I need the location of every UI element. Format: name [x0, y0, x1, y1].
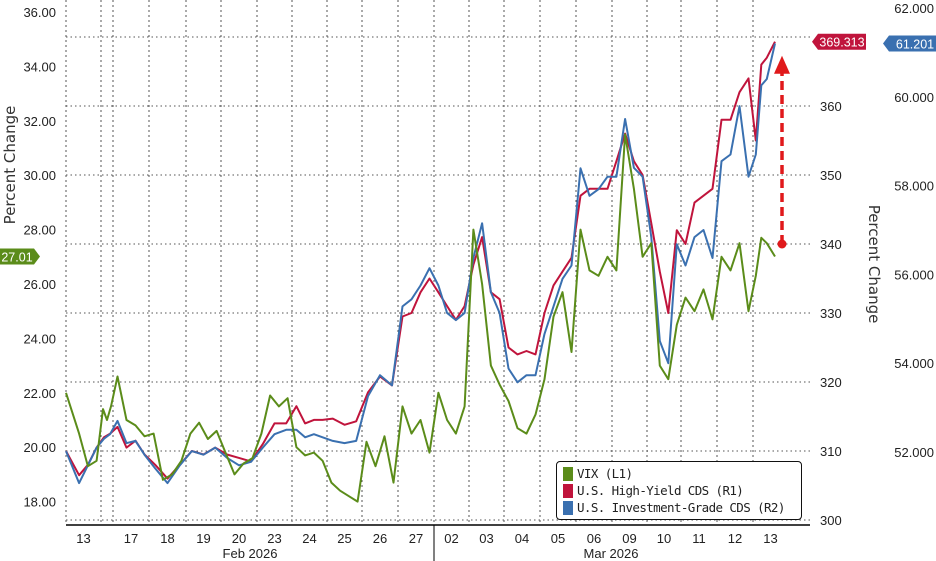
vix-last-value-badge: [0, 248, 40, 265]
x-tick-label: 18: [160, 531, 174, 546]
series-line-investment-grade-cds: [65, 43, 776, 485]
x-tick-label: 19: [196, 531, 210, 546]
y-left-tick-label: 24.00: [23, 331, 56, 346]
ig-last-value-badge-text: 61.201: [896, 37, 934, 51]
x-tick-label: 27: [409, 531, 423, 546]
y-r2-tick-label: 54.000: [894, 356, 934, 371]
x-tick-label: 12: [728, 531, 742, 546]
y-left-tick-label: 18.00: [23, 495, 56, 510]
y-r1-tick-label: 340: [820, 237, 842, 252]
y-left-tick-label: 32.00: [23, 114, 56, 129]
legend-swatch: [563, 466, 573, 481]
grid: [65, 0, 810, 525]
y-left-tick-label: 34.00: [23, 59, 56, 74]
y-r1-tick-label: 300: [820, 513, 842, 528]
legend-swatch: [563, 500, 573, 515]
x-tick-label: 10: [657, 531, 671, 546]
y-r1-tick-label: 330: [820, 306, 842, 321]
y-left-tick-label: 20.00: [23, 440, 56, 455]
y-r2-tick-label: 62.000: [894, 1, 934, 16]
left-axis-title: Percent Change: [1, 106, 19, 225]
last-value-badges: 27.01 369.313 61.201: [0, 33, 936, 265]
x-tick-label: 25: [337, 531, 351, 546]
y-r1-tick-label: 360: [820, 99, 842, 114]
x-tick-label: 03: [479, 531, 493, 546]
x-tick-label: 13: [76, 531, 90, 546]
legend-label: U.S. Investment-Grade CDS (R2): [577, 500, 785, 515]
series-line-vix: [65, 133, 776, 503]
x-tick-label: 20: [232, 531, 246, 546]
legend-label: VIX (L1): [577, 466, 633, 481]
legend: VIX (L1) U.S. High-Yield CDS (R1) U.S. I…: [556, 461, 802, 520]
legend-item-hy: U.S. High-Yield CDS (R1): [563, 482, 795, 499]
y-r2-tick-label: 60.000: [894, 90, 934, 105]
x-tick-label: 05: [551, 531, 565, 546]
y-r2-tick-label: 56.000: [894, 267, 934, 282]
annotation-arrow-dot: [777, 239, 787, 249]
y-left-tick-label: 22.00: [23, 386, 56, 401]
legend-item-ig: U.S. Investment-Grade CDS (R2): [563, 499, 795, 516]
right-axis-title: Percent Change: [865, 205, 883, 324]
ig-last-value-badge: [883, 35, 936, 52]
x-tick-label: 13: [763, 531, 777, 546]
y-left-tick-label: 30.00: [23, 168, 56, 183]
y-r2-tick-label: 58.000: [894, 179, 934, 194]
x-tick-label: 02: [444, 531, 458, 546]
vix-last-value-badge-text: 27.01: [1, 251, 32, 265]
legend-swatch: [563, 483, 573, 498]
legend-item-vix: VIX (L1): [563, 465, 795, 482]
hy-last-value-badge-text: 369.313: [819, 36, 864, 50]
y-r1-tick-label: 350: [820, 168, 842, 183]
hy-last-value-badge: [812, 33, 866, 50]
y-left-tick-label: 36.00: [23, 5, 56, 20]
month-label: Feb 2026: [223, 546, 278, 561]
series-line-high-yield-cds: [65, 41, 776, 480]
y-r2-tick-label: 52.000: [894, 445, 934, 460]
y-r1-tick-label: 310: [820, 444, 842, 459]
x-tick-label: 09: [622, 531, 636, 546]
month-label: Mar 2026: [584, 546, 639, 561]
series-lines: [65, 41, 790, 503]
x-tick-label: 04: [515, 531, 529, 546]
legend-label: U.S. High-Yield CDS (R1): [577, 483, 744, 498]
y-r1-tick-label: 320: [820, 375, 842, 390]
x-tick-label: 06: [587, 531, 601, 546]
x-tick-label: 11: [692, 531, 706, 546]
y-left-tick-label: 28.00: [23, 223, 56, 238]
y-left-tick-label: 26.00: [23, 277, 56, 292]
x-tick-label: 17: [124, 531, 138, 546]
x-tick-label: 26: [373, 531, 387, 546]
annotation-arrowhead: [774, 55, 790, 74]
x-tick-label: 23: [267, 531, 281, 546]
x-tick-label: 24: [302, 531, 316, 546]
axis-ticks: 13 17 18 19 20 23 24 25 26 27 02 03 04 05 06 09 10 11 12 13…: [23, 1, 934, 561]
